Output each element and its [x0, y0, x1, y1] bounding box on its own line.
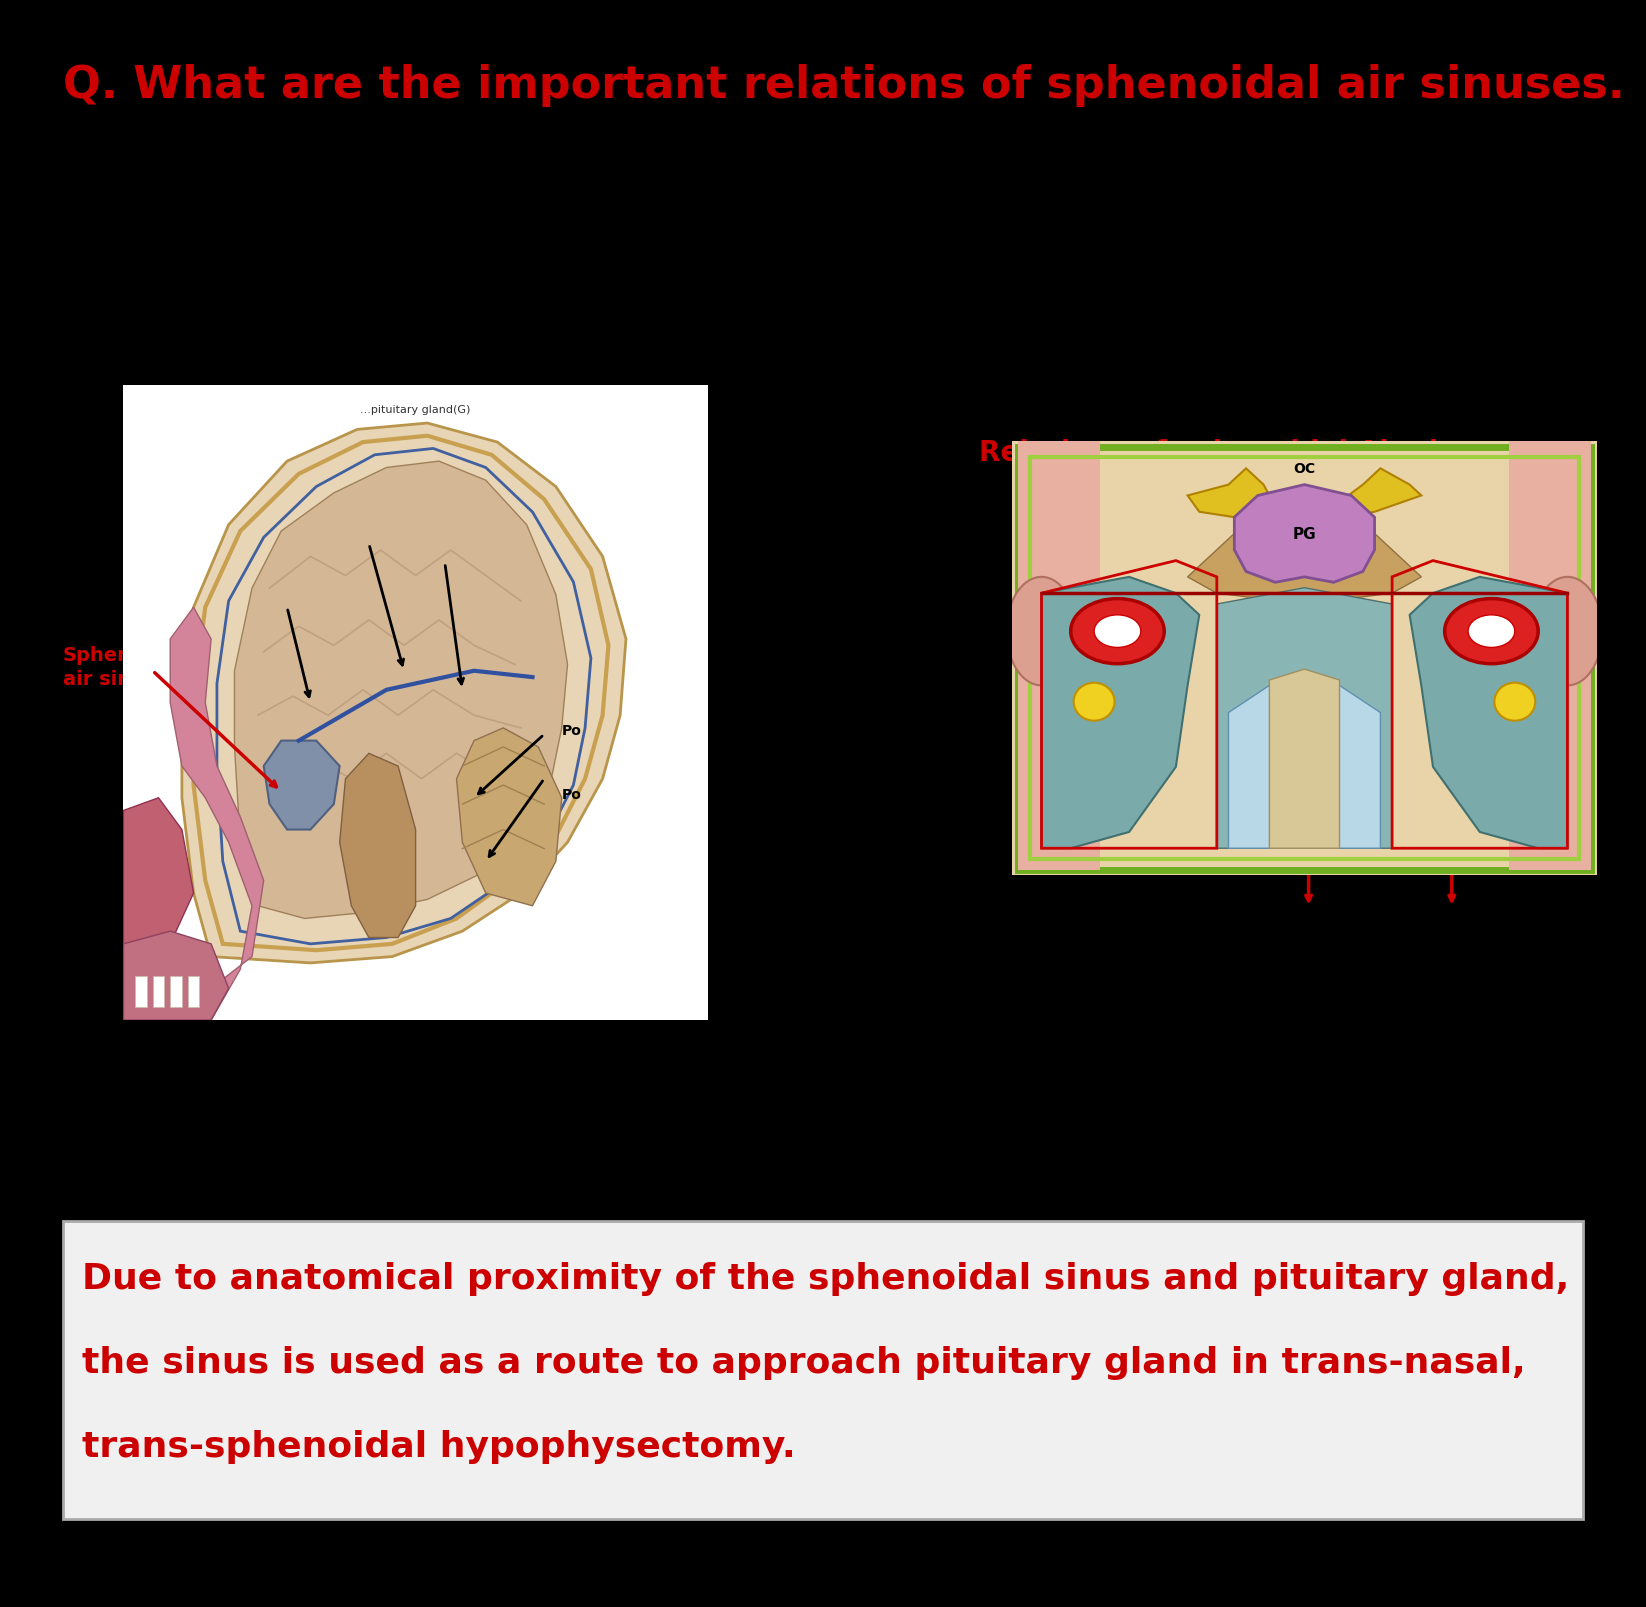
Polygon shape: [1409, 577, 1567, 848]
Text: Due to anatomical proximity of the sphenoidal sinus and pituitary gland,: Due to anatomical proximity of the sphen…: [82, 1261, 1570, 1295]
Polygon shape: [1234, 485, 1374, 583]
Text: OC: OC: [1294, 463, 1315, 476]
Ellipse shape: [1468, 615, 1514, 648]
Text: PG: PG: [1292, 527, 1317, 542]
Polygon shape: [123, 932, 229, 1020]
Text: the sinus is used as a route to approach pituitary gland in trans-nasal,: the sinus is used as a route to approach…: [82, 1345, 1526, 1379]
Text: Q. What are the important relations of sphenoidal air sinuses.: Q. What are the important relations of s…: [63, 64, 1625, 108]
Polygon shape: [339, 754, 415, 938]
Text: trans-sphenoidal hypophysectomy.: trans-sphenoidal hypophysectomy.: [82, 1429, 797, 1462]
Ellipse shape: [1095, 615, 1141, 648]
Text: ...pituitary gland(G): ...pituitary gland(G): [360, 405, 471, 415]
Polygon shape: [1042, 577, 1200, 848]
Ellipse shape: [1006, 577, 1076, 686]
Polygon shape: [456, 728, 561, 906]
Text: o-: o-: [53, 678, 69, 693]
Polygon shape: [1019, 442, 1100, 871]
Text: Po: Po: [561, 787, 581, 802]
Ellipse shape: [1070, 599, 1164, 664]
Polygon shape: [1269, 670, 1340, 848]
Polygon shape: [234, 461, 568, 919]
Bar: [170, 975, 181, 1008]
Ellipse shape: [1532, 577, 1603, 686]
Polygon shape: [123, 799, 194, 956]
Polygon shape: [1509, 442, 1590, 871]
Polygon shape: [1187, 506, 1420, 604]
Polygon shape: [1187, 469, 1276, 517]
Text: Sphenoidal
air sinus: Sphenoidal air sinus: [63, 646, 186, 688]
Polygon shape: [123, 607, 263, 1020]
Polygon shape: [1228, 681, 1381, 848]
Polygon shape: [263, 741, 339, 829]
Circle shape: [1495, 683, 1536, 722]
Text: idal: idal: [41, 730, 69, 744]
Bar: [135, 975, 146, 1008]
Ellipse shape: [1445, 599, 1537, 664]
Text: Relations of sphenoidal Air sinuses: Relations of sphenoidal Air sinuses: [979, 439, 1531, 468]
Bar: [188, 975, 199, 1008]
Bar: [153, 975, 165, 1008]
Text: Po: Po: [561, 723, 581, 738]
FancyBboxPatch shape: [63, 1221, 1583, 1519]
Polygon shape: [1216, 588, 1393, 848]
Polygon shape: [1333, 469, 1420, 517]
Text: or: or: [53, 628, 69, 643]
Circle shape: [1073, 683, 1114, 722]
Polygon shape: [181, 424, 625, 963]
